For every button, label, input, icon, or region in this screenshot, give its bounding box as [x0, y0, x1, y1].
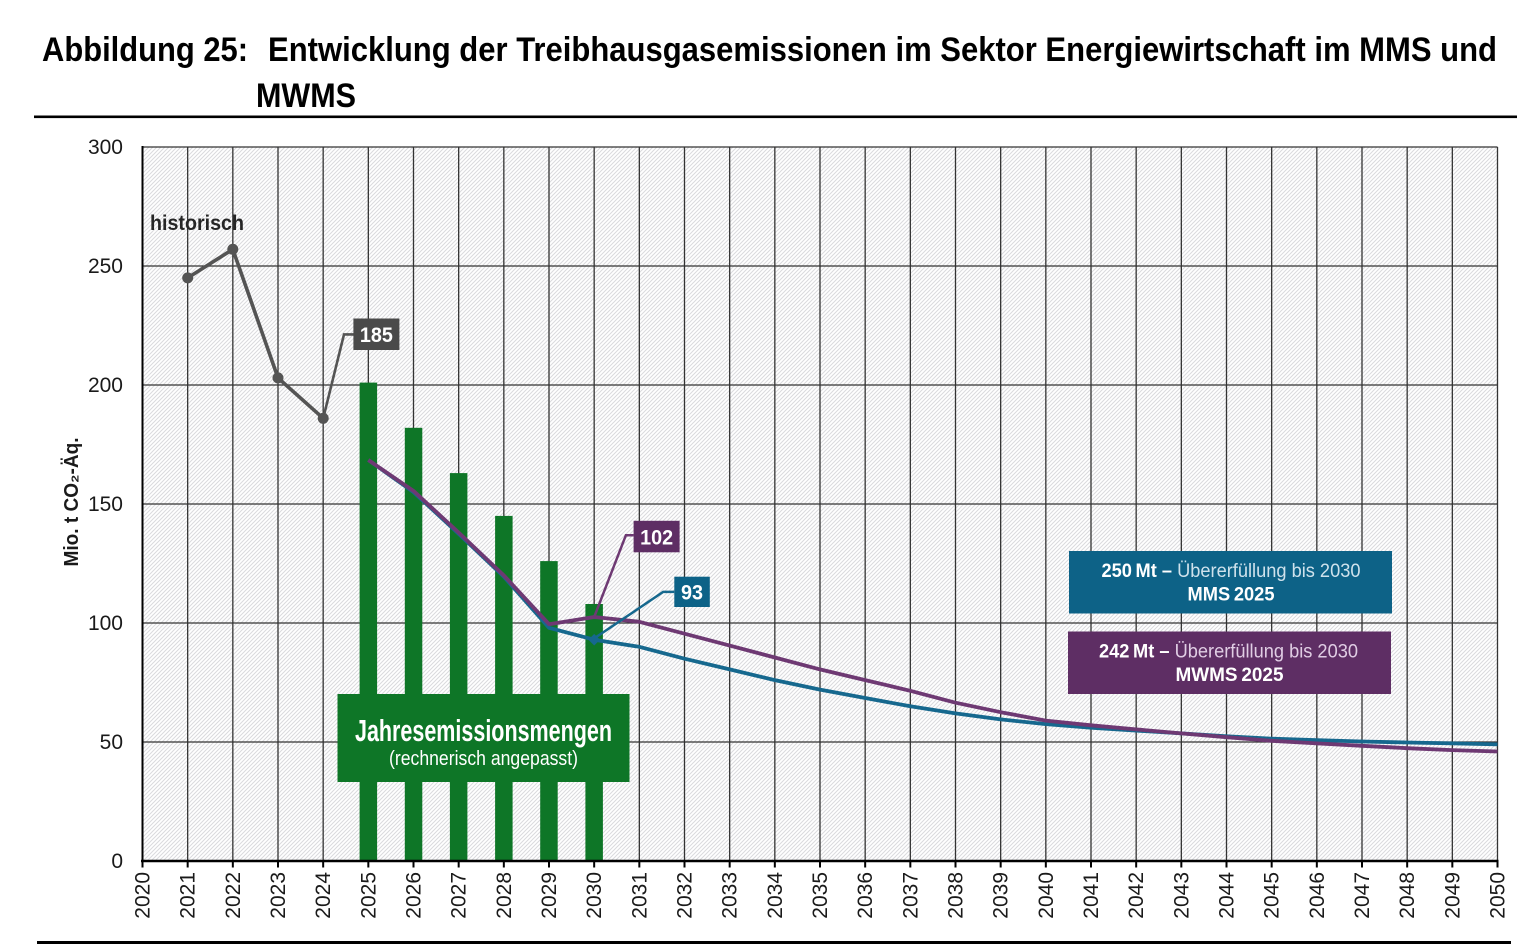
- svg-text:2049: 2049: [1441, 872, 1464, 919]
- svg-text:2035: 2035: [809, 872, 832, 919]
- svg-text:2050: 2050: [1487, 872, 1510, 919]
- svg-text:Entwicklung der Treibhausgasem: Entwicklung der Treibhausgasemissionen i…: [268, 31, 1497, 69]
- svg-text:2046: 2046: [1306, 872, 1329, 919]
- svg-text:MWMS 2025: MWMS 2025: [1176, 665, 1284, 686]
- svg-text:150: 150: [88, 493, 123, 516]
- svg-text:2023: 2023: [267, 872, 290, 919]
- svg-text:2026: 2026: [403, 872, 426, 919]
- svg-text:2032: 2032: [674, 872, 697, 919]
- svg-text:2043: 2043: [1170, 872, 1193, 919]
- svg-text:2040: 2040: [1035, 872, 1058, 919]
- svg-text:2037: 2037: [899, 872, 922, 919]
- svg-text:2028: 2028: [493, 872, 516, 919]
- svg-text:250 Mt – Übererfüllung bis 203: 250 Mt – Übererfüllung bis 2030: [1102, 561, 1361, 582]
- svg-text:2034: 2034: [764, 872, 787, 919]
- svg-text:2025: 2025: [357, 872, 380, 919]
- svg-text:0: 0: [111, 850, 123, 873]
- svg-text:MWMS: MWMS: [256, 77, 356, 115]
- svg-text:2047: 2047: [1351, 872, 1374, 919]
- svg-text:Jahresemissionsmengen: Jahresemissionsmengen: [355, 713, 612, 748]
- svg-text:242 Mt – Übererfüllung bis 203: 242 Mt – Übererfüllung bis 2030: [1099, 642, 1358, 663]
- svg-text:102: 102: [640, 526, 673, 549]
- svg-text:300: 300: [88, 136, 123, 159]
- svg-text:Mio. t CO₂-Äq.: Mio. t CO₂-Äq.: [60, 438, 83, 567]
- svg-text:2020: 2020: [132, 872, 155, 919]
- svg-text:2036: 2036: [854, 872, 877, 919]
- svg-text:2042: 2042: [1125, 872, 1148, 919]
- svg-text:185: 185: [360, 324, 393, 347]
- svg-text:2048: 2048: [1396, 872, 1419, 919]
- svg-text:historisch: historisch: [150, 212, 244, 235]
- svg-text:2041: 2041: [1080, 872, 1103, 919]
- svg-text:2031: 2031: [628, 872, 651, 919]
- svg-text:2022: 2022: [222, 872, 245, 919]
- svg-text:100: 100: [88, 612, 123, 635]
- svg-text:2033: 2033: [719, 872, 742, 919]
- svg-text:2027: 2027: [448, 872, 471, 919]
- svg-text:2021: 2021: [177, 872, 200, 919]
- svg-text:250: 250: [88, 255, 123, 278]
- svg-text:(rechnerisch angepasst): (rechnerisch angepasst): [389, 748, 578, 770]
- svg-text:200: 200: [88, 374, 123, 397]
- svg-text:2024: 2024: [312, 872, 335, 919]
- svg-text:MMS 2025: MMS 2025: [1188, 585, 1275, 606]
- svg-text:2045: 2045: [1261, 872, 1284, 919]
- svg-text:2038: 2038: [945, 872, 968, 919]
- svg-text:2030: 2030: [583, 872, 606, 919]
- svg-text:2029: 2029: [538, 872, 561, 919]
- svg-text:50: 50: [100, 731, 123, 754]
- svg-text:2039: 2039: [990, 872, 1013, 919]
- svg-text:Abbildung 25:: Abbildung 25:: [42, 31, 248, 69]
- svg-text:2044: 2044: [1216, 872, 1239, 919]
- svg-text:93: 93: [681, 582, 703, 605]
